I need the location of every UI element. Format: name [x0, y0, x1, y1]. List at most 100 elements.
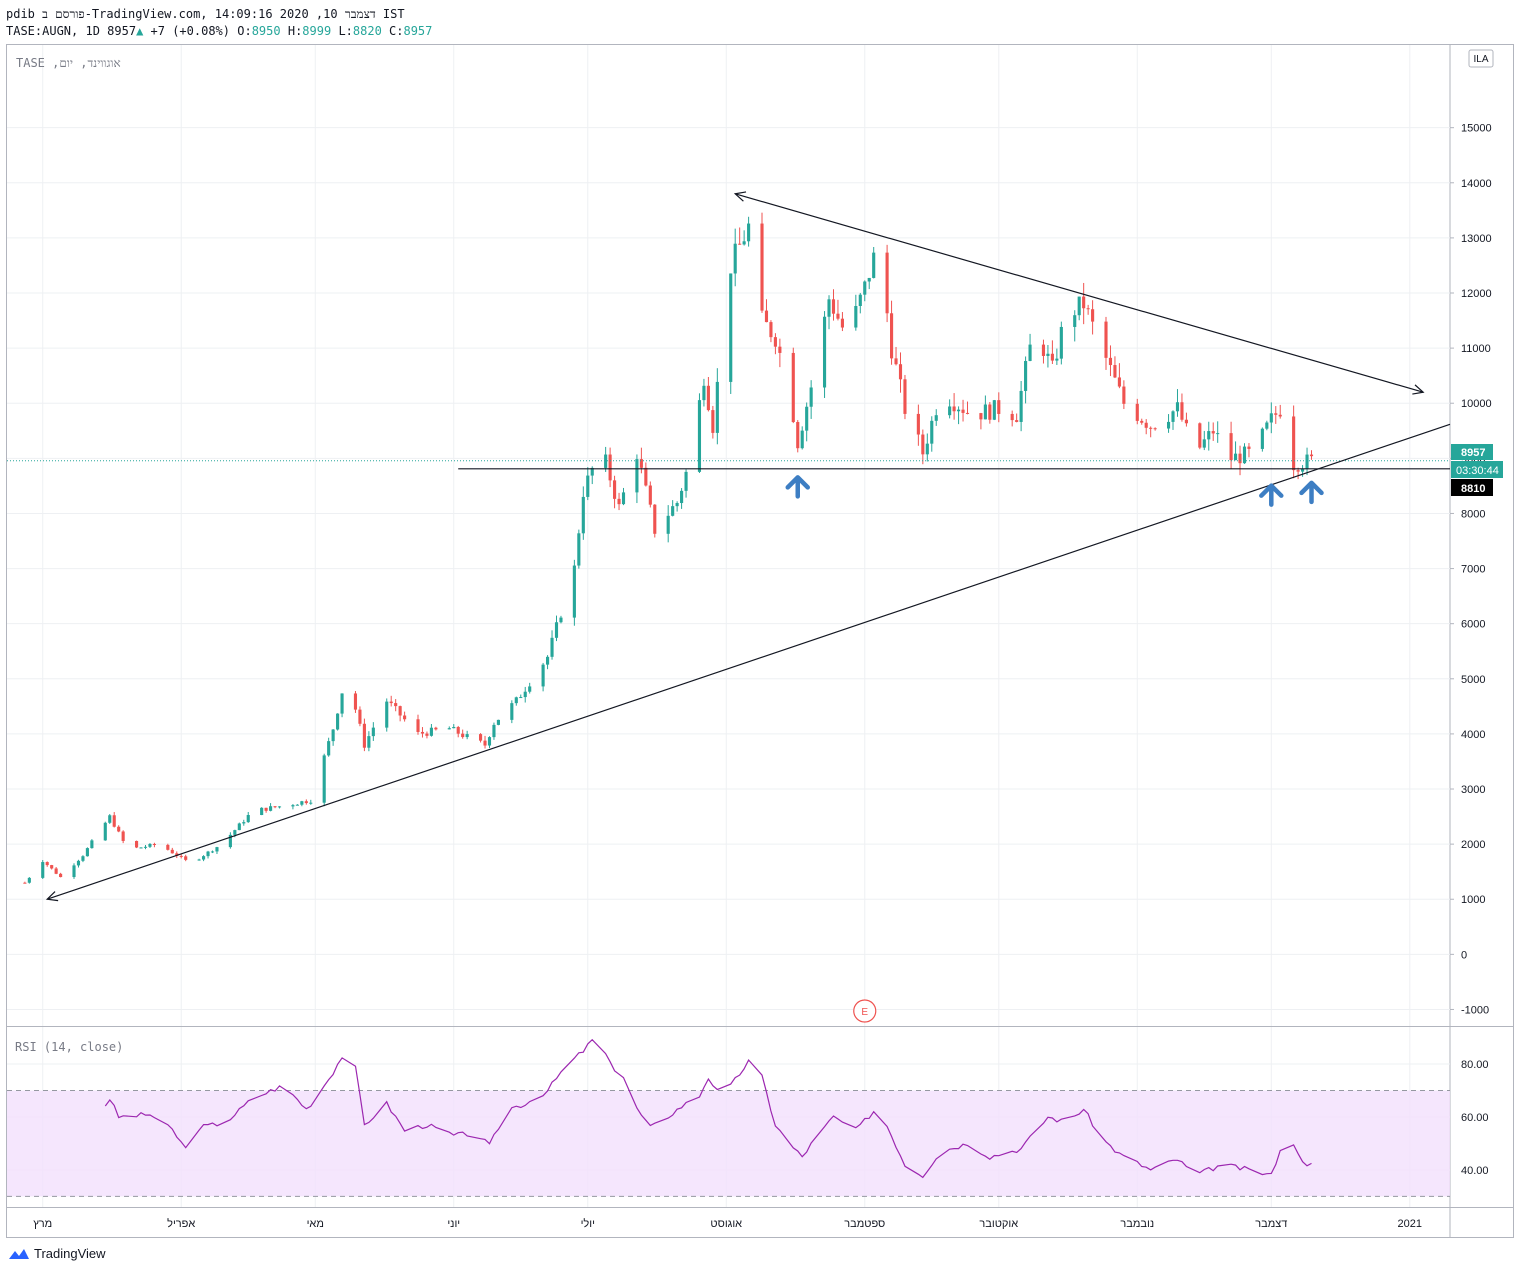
- candle: [465, 730, 469, 740]
- candle-body: [957, 409, 961, 412]
- candle: [295, 804, 299, 806]
- candle-body: [809, 387, 813, 407]
- candle: [277, 806, 282, 809]
- candle-body: [179, 855, 183, 857]
- candle: [898, 352, 903, 393]
- candle-body: [635, 459, 639, 493]
- tradingview-logo[interactable]: TradingView: [8, 1246, 106, 1261]
- candle: [800, 426, 804, 450]
- candle-body: [1265, 422, 1269, 429]
- candle-body: [1171, 411, 1175, 422]
- candle-body: [452, 726, 456, 729]
- candle-body: [1091, 309, 1095, 322]
- earnings-marker[interactable]: E: [853, 999, 877, 1023]
- candle: [353, 690, 358, 713]
- candle-body: [997, 400, 1001, 414]
- candle: [1202, 430, 1206, 451]
- candle-body: [590, 467, 594, 476]
- candle-body: [863, 281, 867, 295]
- candle: [45, 861, 49, 867]
- trendline-drawings[interactable]: [45, 191, 1451, 902]
- candle: [81, 855, 85, 863]
- currency-badge[interactable]: ILA: [1468, 49, 1494, 68]
- level-badge-label: 8810: [1461, 483, 1485, 495]
- countdown-badge: 03:30:44: [1451, 461, 1503, 478]
- candle-body: [1198, 423, 1202, 448]
- candle: [1269, 402, 1273, 434]
- candle: [461, 729, 465, 739]
- candle: [581, 486, 585, 540]
- candle: [733, 228, 737, 287]
- candle: [778, 338, 782, 368]
- candle: [175, 851, 179, 859]
- candle-body: [604, 454, 608, 468]
- candle-body: [822, 316, 827, 388]
- candle: [805, 402, 809, 442]
- candle-body: [447, 728, 451, 730]
- candle: [1309, 450, 1314, 460]
- candle: [742, 230, 746, 246]
- candle: [675, 501, 679, 512]
- candle-body: [1211, 431, 1215, 434]
- candle: [1229, 421, 1233, 470]
- price-tick-label: 15000: [1461, 123, 1492, 135]
- candle: [809, 380, 813, 419]
- candle: [496, 719, 500, 726]
- candle: [85, 847, 89, 857]
- candle: [1301, 465, 1305, 477]
- candle: [117, 825, 121, 833]
- candle: [546, 655, 550, 670]
- candle: [863, 280, 867, 302]
- candle: [27, 877, 31, 884]
- candle-body: [496, 719, 500, 725]
- candle: [621, 487, 626, 506]
- trendline-arrowhead: [733, 191, 747, 202]
- candle-body: [729, 273, 733, 382]
- candle: [242, 819, 246, 826]
- candle: [166, 843, 170, 851]
- candle-body: [246, 815, 250, 823]
- candle-body: [528, 686, 532, 692]
- candle-body: [487, 737, 492, 746]
- candle: [773, 333, 777, 355]
- time-tick-label: 2021: [1398, 1218, 1422, 1230]
- time-tick-label: מאי: [307, 1218, 324, 1230]
- candle: [715, 368, 719, 445]
- candle: [59, 872, 63, 878]
- rsi-tick-label: 60.00: [1461, 1112, 1489, 1124]
- candle-body: [264, 807, 268, 811]
- candle-body: [1153, 428, 1157, 430]
- candle: [1059, 321, 1063, 365]
- candle-body: [1202, 439, 1206, 448]
- candle: [452, 724, 456, 729]
- candle: [711, 405, 715, 439]
- candle: [197, 858, 201, 861]
- candle-body: [389, 701, 393, 704]
- candle-body: [680, 490, 684, 504]
- candle-body: [322, 755, 326, 803]
- candle: [246, 811, 250, 823]
- candle: [260, 807, 264, 816]
- candle: [1211, 422, 1215, 441]
- candle: [389, 695, 393, 707]
- candle-body: [1086, 308, 1090, 310]
- candle-body: [1010, 413, 1014, 421]
- candle: [1233, 441, 1238, 461]
- last-price: 8957: [107, 24, 137, 38]
- candle: [577, 529, 581, 569]
- candle: [184, 854, 188, 862]
- rsi-line: [104, 1038, 1312, 1179]
- symbol-label[interactable]: TASE:AUGN, 1D: [6, 24, 100, 38]
- candle-body: [1207, 431, 1211, 440]
- candle-body: [1073, 315, 1077, 327]
- candle-body: [465, 734, 469, 738]
- candle: [385, 698, 389, 732]
- rsi-title[interactable]: RSI (14, close): [15, 1040, 123, 1054]
- candle: [1144, 419, 1148, 435]
- candle: [1050, 340, 1054, 364]
- price-tick-label: 6000: [1461, 619, 1485, 631]
- tradingview-logo-icon: [9, 1248, 29, 1259]
- candle: [1122, 380, 1126, 410]
- candle: [394, 699, 398, 712]
